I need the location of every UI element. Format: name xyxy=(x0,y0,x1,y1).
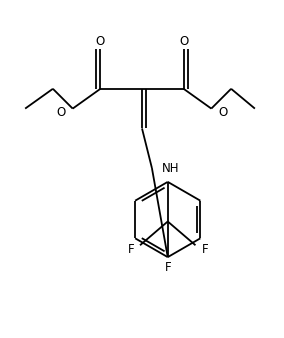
Text: O: O xyxy=(57,106,66,119)
Text: F: F xyxy=(201,243,208,256)
Text: O: O xyxy=(218,106,227,119)
Text: F: F xyxy=(164,261,171,273)
Text: NH: NH xyxy=(162,162,179,174)
Text: O: O xyxy=(96,35,105,48)
Text: F: F xyxy=(128,243,134,256)
Text: O: O xyxy=(179,35,188,48)
